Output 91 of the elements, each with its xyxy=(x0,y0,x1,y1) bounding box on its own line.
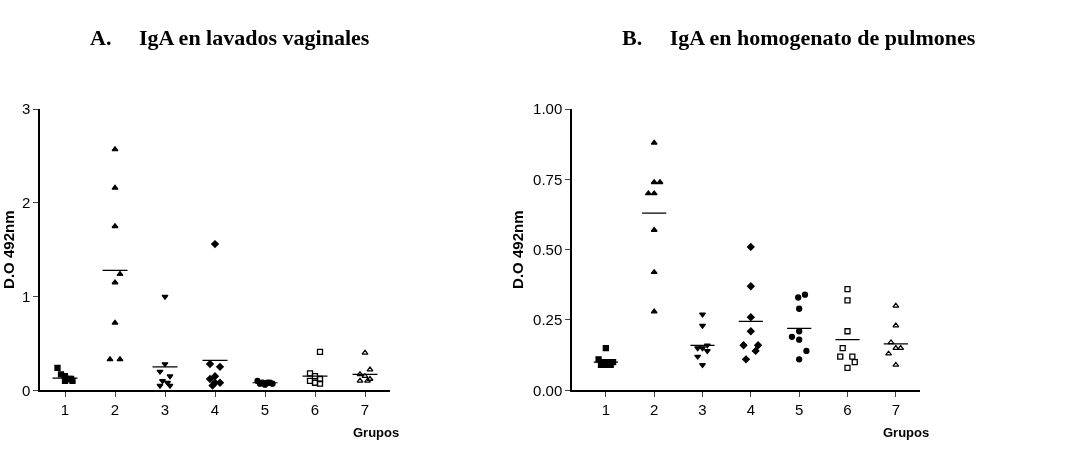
point xyxy=(703,349,711,355)
point xyxy=(796,328,803,335)
x-tick-label: 2 xyxy=(110,401,120,419)
x-axis-title: Grupos xyxy=(883,425,930,440)
x-tick-label: 7 xyxy=(360,401,370,419)
x-tick-label: 5 xyxy=(260,401,270,419)
x-tick-label: 1 xyxy=(601,401,610,419)
point xyxy=(602,344,609,352)
y-tick-label: 0.25 xyxy=(533,311,563,329)
x-tick-label: 5 xyxy=(795,401,804,419)
point xyxy=(111,223,119,229)
point xyxy=(788,333,796,340)
point xyxy=(844,364,851,371)
y-tick-label: 0 xyxy=(21,381,31,399)
point xyxy=(650,308,658,314)
point xyxy=(650,226,658,232)
y-tick-label: 2 xyxy=(21,194,31,212)
point xyxy=(116,270,124,276)
point xyxy=(166,374,174,380)
point xyxy=(796,305,803,312)
point xyxy=(754,341,762,350)
point xyxy=(206,360,214,368)
x-tick-label: 2 xyxy=(650,401,659,419)
point xyxy=(844,297,851,304)
x-tick-label: 6 xyxy=(310,401,320,419)
point xyxy=(361,349,369,355)
point xyxy=(851,359,858,366)
point xyxy=(694,354,702,360)
point xyxy=(111,319,119,325)
point xyxy=(739,341,748,350)
chart-title: B. IgA en homogenato de pulmones xyxy=(622,25,976,50)
point xyxy=(211,240,219,248)
y-tick-label: 0.50 xyxy=(533,240,563,258)
point xyxy=(306,377,314,385)
point xyxy=(746,313,755,322)
point xyxy=(803,347,810,355)
point xyxy=(844,328,851,335)
point xyxy=(837,353,844,360)
point xyxy=(650,139,658,145)
y-tick-label: 0.00 xyxy=(533,381,563,399)
point xyxy=(106,356,114,362)
point xyxy=(644,190,652,196)
point xyxy=(54,364,61,371)
point xyxy=(116,356,124,362)
point xyxy=(111,184,119,190)
point xyxy=(844,285,851,293)
point xyxy=(306,370,314,377)
point xyxy=(746,242,755,251)
point xyxy=(316,380,324,387)
chart-title: A. IgA en lavados vaginales xyxy=(90,25,370,50)
point xyxy=(801,291,809,298)
x-tick-label: 4 xyxy=(746,401,755,419)
point xyxy=(742,355,750,364)
y-axis-title: D.O 492nm xyxy=(0,210,17,289)
point xyxy=(311,379,319,386)
x-tick-label: 3 xyxy=(160,401,170,419)
point xyxy=(892,322,900,328)
point xyxy=(650,190,658,196)
x-tick-label: 1 xyxy=(60,401,70,419)
point xyxy=(746,282,755,291)
point xyxy=(796,336,803,343)
point xyxy=(216,362,224,371)
point xyxy=(161,362,169,368)
point xyxy=(796,356,803,363)
point xyxy=(703,343,711,349)
point xyxy=(885,350,893,356)
point xyxy=(156,383,164,389)
x-tick-label: 4 xyxy=(210,401,220,419)
y-axis-title: D.O 492nm xyxy=(508,210,526,289)
point xyxy=(795,294,802,301)
y-tick-label: 0.75 xyxy=(533,170,563,188)
y-tick-label: 1 xyxy=(21,287,31,305)
point xyxy=(656,179,664,185)
x-tick-label: 7 xyxy=(891,401,900,419)
point xyxy=(839,344,846,352)
point xyxy=(206,375,214,383)
point xyxy=(746,327,755,336)
point xyxy=(311,373,319,380)
point xyxy=(595,356,602,363)
y-tick-label: 3 xyxy=(21,100,31,118)
x-tick-label: 3 xyxy=(698,401,707,419)
x-tick-label: 6 xyxy=(843,401,852,419)
point xyxy=(650,179,658,185)
point xyxy=(751,347,760,355)
x-axis-title: Grupos xyxy=(353,425,400,440)
y-tick-label: 1.00 xyxy=(533,100,563,118)
point xyxy=(316,348,324,355)
point xyxy=(316,375,324,383)
point xyxy=(366,366,374,372)
point xyxy=(849,353,856,360)
point xyxy=(650,269,658,275)
